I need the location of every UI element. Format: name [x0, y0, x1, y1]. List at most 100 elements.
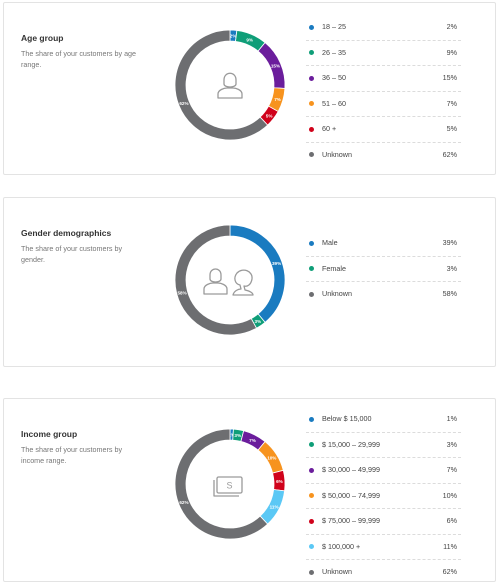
legend-dot-icon — [309, 518, 314, 524]
legend-label: $ 50,000 – 74,999 — [322, 490, 380, 500]
legend-dot-icon — [309, 416, 314, 422]
legend-value: 58% — [442, 289, 457, 298]
age-donut-chart: 2% 9% 15% 7% 5% 62% — [174, 29, 286, 141]
legend-value: 9% — [446, 47, 457, 57]
legend-dot-icon — [309, 152, 314, 157]
slice-label-100-000: 11% — [270, 504, 279, 509]
legend-label: Unknown — [322, 567, 352, 576]
legend-label: Below $ 15,000 — [322, 414, 372, 423]
slice-unknown — [174, 29, 269, 141]
legend-item: $ 75,000 – 99,999 6% — [306, 509, 461, 535]
legend-value: 7% — [446, 98, 457, 108]
legend-dot-icon — [309, 467, 314, 473]
person-icon — [217, 72, 243, 99]
legend-label: Male — [322, 238, 338, 247]
card-description: The share of your customers by income ra… — [21, 445, 123, 465]
card-title: Gender demographics — [21, 228, 112, 238]
slice-label-51-60: 7% — [274, 97, 281, 102]
legend-dot-icon — [309, 266, 314, 271]
slice-label-36-50: 15% — [271, 63, 280, 68]
slice-label-15-000-29-999: 3% — [234, 433, 241, 438]
slice-label-unknown: 62% — [179, 101, 188, 106]
slice-label-unknown: 58% — [177, 290, 186, 295]
money-bill-icon: S — [213, 476, 243, 497]
legend-dot-icon — [309, 24, 314, 30]
legend-item: $ 30,000 – 49,999 7% — [306, 458, 461, 484]
slice-unknown — [174, 428, 269, 540]
legend-item: Male 39% — [306, 231, 461, 257]
legend-value: 6% — [446, 516, 457, 525]
legend-label: Unknown — [322, 289, 352, 298]
legend-item: $ 50,000 – 74,999 10% — [306, 484, 461, 509]
legend-dot-icon — [309, 240, 314, 246]
legend-dot-icon — [309, 442, 314, 447]
income-legend: Below $ 15,000 1% $ 15,000 – 29,999 3% $ 30,… — [306, 407, 461, 585]
gender-donut-chart: 39% 3% 58% — [174, 224, 286, 336]
gender-demographics-card: Gender demographics The share of your cu… — [3, 197, 496, 367]
legend-label: Unknown — [322, 149, 352, 159]
legend-item: Female 3% — [306, 257, 461, 282]
legend-value: 5% — [446, 124, 457, 133]
slice-unknown — [174, 224, 258, 336]
legend-item: 26 – 35 9% — [306, 41, 461, 66]
male-female-icon — [203, 268, 254, 296]
legend-label: $ 75,000 – 99,999 — [322, 516, 380, 525]
income-group-card: Income group The share of your customers… — [3, 398, 496, 582]
slice-label-50-000-74-999: 10% — [267, 455, 276, 460]
slice-label-30-000-49-999: 7% — [249, 438, 256, 443]
legend-value: 3% — [446, 263, 457, 273]
legend-value: 62% — [442, 567, 457, 576]
slice-label-26-35: 9% — [246, 38, 253, 43]
slice-label-male: 39% — [272, 261, 281, 266]
card-title: Age group — [21, 33, 64, 43]
slice-male — [229, 224, 286, 323]
legend-dot-icon — [309, 291, 314, 297]
legend-dot-icon — [309, 493, 314, 498]
legend-item: $ 100,000 + 11% — [306, 535, 461, 560]
legend-item: Unknown 58% — [306, 282, 461, 307]
money-symbol: S — [226, 481, 232, 491]
legend-label: 26 – 35 — [322, 47, 346, 57]
slice-label-18-25: 2% — [230, 34, 237, 39]
legend-item: Unknown 62% — [306, 560, 461, 585]
legend-label: 51 – 60 — [322, 98, 346, 108]
legend-value: 3% — [446, 439, 457, 449]
legend-label: Female — [322, 263, 346, 273]
legend-dot-icon — [309, 101, 314, 106]
legend-label: 18 – 25 — [322, 22, 346, 31]
legend-label: $ 100,000 + — [322, 541, 361, 551]
legend-label: $ 30,000 – 49,999 — [322, 465, 380, 474]
slice-label-unknown: 62% — [179, 500, 188, 505]
legend-label: 36 – 50 — [322, 73, 346, 82]
slice-label-75-000-99-999: 6% — [276, 479, 283, 484]
legend-item: Below $ 15,000 1% — [306, 407, 461, 433]
legend-value: 62% — [442, 149, 457, 159]
legend-item: 60 + 5% — [306, 117, 461, 143]
card-title: Income group — [21, 429, 78, 439]
legend-value: 11% — [443, 541, 457, 551]
age-legend: 18 – 25 2% 26 – 35 9% 36 – 50 15% 51 – 60 7% 60 … — [306, 15, 461, 167]
card-description: The share of your customers by age range… — [21, 49, 137, 69]
card-description: The share of your customers by gender. — [21, 244, 123, 264]
income-donut-chart: 1% 3% 7% 10% 6% 11% 62% S — [174, 428, 286, 540]
legend-item: $ 15,000 – 29,999 3% — [306, 433, 461, 458]
legend-value: 15% — [442, 73, 457, 82]
legend-dot-icon — [309, 126, 314, 132]
legend-item: 51 – 60 7% — [306, 92, 461, 117]
legend-dot-icon — [309, 569, 314, 575]
legend-label: 60 + — [322, 124, 337, 133]
slice-label-60: 5% — [266, 113, 273, 118]
slice-label-below-15-000: 1% — [228, 433, 235, 438]
legend-item: Unknown 62% — [306, 143, 461, 168]
legend-item: 36 – 50 15% — [306, 66, 461, 92]
legend-value: 10% — [442, 490, 457, 500]
legend-dot-icon — [309, 75, 314, 81]
gender-legend: Male 39% Female 3% Unknown 58% — [306, 231, 461, 307]
legend-value: 7% — [446, 465, 457, 474]
slice-label-female: 3% — [255, 319, 262, 324]
legend-dot-icon — [309, 544, 314, 549]
legend-dot-icon — [309, 50, 314, 55]
legend-label: $ 15,000 – 29,999 — [322, 439, 380, 449]
legend-value: 39% — [442, 238, 457, 247]
age-group-card: Age group The share of your customers by… — [3, 2, 496, 175]
